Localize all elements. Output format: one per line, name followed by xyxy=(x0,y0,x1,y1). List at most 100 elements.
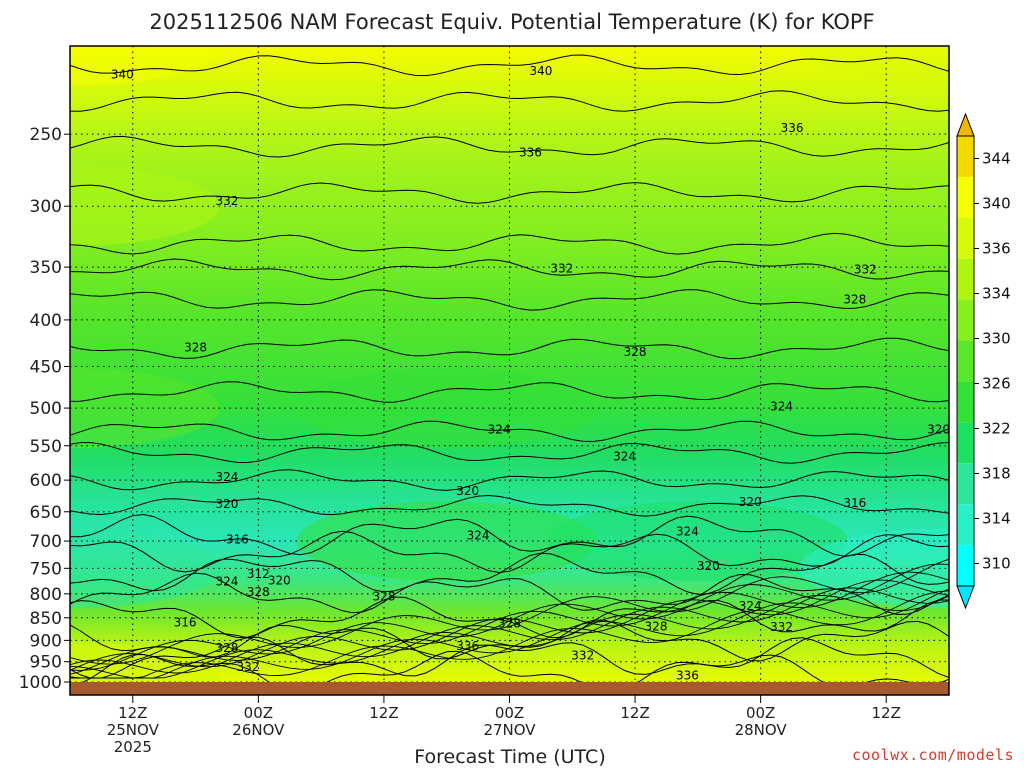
x-tick-label: 00Z xyxy=(244,704,273,722)
x-tick-label: 12Z xyxy=(369,704,398,722)
colorbar-swatch xyxy=(957,136,974,177)
y-tick-label: 750 xyxy=(30,559,62,579)
colorbar-swatch xyxy=(957,258,974,300)
contour-label: 324 xyxy=(216,574,239,588)
x-tick-label: 12Z xyxy=(620,704,649,722)
y-tick-label: 900 xyxy=(30,631,62,651)
colorbar-swatch xyxy=(957,381,974,423)
contour-label: 324 xyxy=(613,449,636,463)
y-tick-label: 600 xyxy=(30,471,62,491)
contour-label: 316 xyxy=(843,496,866,510)
x-tick-label: 28NOV xyxy=(735,721,788,739)
contour-label: 324 xyxy=(467,528,490,542)
field-blob xyxy=(296,501,597,582)
contour-line xyxy=(70,594,949,679)
chart-title: 2025112506 NAM Forecast Equiv. Potential… xyxy=(149,10,874,34)
contour-line xyxy=(82,650,949,682)
contour-line xyxy=(70,258,949,281)
y-tick-label: 550 xyxy=(30,437,62,457)
contour-label: 332 xyxy=(770,620,793,634)
contour-label: 320 xyxy=(456,484,479,498)
colorbar-label: 344 xyxy=(982,150,1011,168)
y-tick-label: 250 xyxy=(30,125,62,145)
contour-line xyxy=(70,90,949,112)
y-tick-label: 500 xyxy=(30,399,62,419)
contour-line xyxy=(70,494,949,517)
contour-line xyxy=(70,135,949,158)
x-axis-label: Forecast Time (UTC) xyxy=(414,746,605,768)
colorbar-frame xyxy=(956,135,975,587)
contour-label: 328 xyxy=(247,585,270,599)
colorbar-swatch xyxy=(957,545,974,586)
contour-line xyxy=(70,513,949,557)
contour-label: 340 xyxy=(111,68,134,82)
y-tick-label: 950 xyxy=(30,653,62,673)
contour-label: 328 xyxy=(216,641,239,655)
y-tick-label: 800 xyxy=(30,585,62,605)
colorbar-label: 334 xyxy=(982,285,1011,303)
colorbar-top-arrow xyxy=(956,112,975,137)
y-tick-label: 1000 xyxy=(19,673,62,693)
contour-line xyxy=(70,590,949,679)
contour-line xyxy=(70,558,949,665)
contour-label: 320 xyxy=(739,495,762,509)
contour-label: 324 xyxy=(488,423,511,437)
colorbar-swatch xyxy=(957,504,974,546)
contour-lines xyxy=(70,54,949,682)
contour-label: 316 xyxy=(226,532,249,546)
colorbar-bottom-arrow xyxy=(956,585,975,610)
contour-label: 320 xyxy=(697,559,720,573)
contour-label: 320 xyxy=(268,573,291,587)
field-blobs xyxy=(70,46,949,682)
contour-label: 340 xyxy=(529,64,552,78)
contour-line xyxy=(70,571,949,675)
contour-label: 332 xyxy=(216,194,239,208)
contour-label: 336 xyxy=(456,639,479,653)
contour-label: 324 xyxy=(770,400,793,414)
contour-line xyxy=(70,572,949,615)
colorbar-label: 314 xyxy=(982,510,1011,528)
y-tick-label: 700 xyxy=(30,532,62,552)
x-tick-label: 2025 xyxy=(114,738,152,756)
colorbar-swatch xyxy=(957,340,974,382)
y-tick-label: 450 xyxy=(30,357,62,377)
contour-label: 328 xyxy=(624,345,647,359)
contour-line xyxy=(70,530,949,574)
field-blob xyxy=(70,166,220,247)
contour-line xyxy=(70,596,949,639)
grid-lines xyxy=(70,46,949,682)
contour-label: 328 xyxy=(843,293,866,307)
contour-label: 328 xyxy=(184,341,207,355)
y-tick-label: 850 xyxy=(30,609,62,629)
y-tick-label: 300 xyxy=(30,197,62,217)
contour-line xyxy=(70,54,949,77)
colorbar-label: 322 xyxy=(982,420,1011,438)
contour-label: 328 xyxy=(372,589,395,603)
contour-label: 320 xyxy=(216,497,239,511)
colorbar-swatch xyxy=(957,463,974,505)
contour-line xyxy=(70,232,949,255)
y-tick-label: 650 xyxy=(30,503,62,523)
y-tick-label: 400 xyxy=(30,311,62,331)
x-tick-label: 00Z xyxy=(495,704,524,722)
field-blob xyxy=(70,528,220,609)
contour-label: 324 xyxy=(216,470,239,484)
colorbar-swatch xyxy=(957,217,974,259)
field-blob xyxy=(799,46,949,86)
colorbar-label: 340 xyxy=(982,195,1011,213)
contour-label: 324 xyxy=(676,524,699,538)
colorbar-label: 310 xyxy=(982,555,1011,573)
x-tick-label: 12Z xyxy=(872,704,901,722)
colorbar-label: 336 xyxy=(982,240,1011,258)
contour-label: 316 xyxy=(174,615,197,629)
contour-label: 336 xyxy=(676,669,699,683)
contour-line xyxy=(70,636,949,679)
contour-label: 328 xyxy=(498,616,521,630)
x-tick-label: 27NOV xyxy=(483,721,536,739)
colorbar-label: 330 xyxy=(982,330,1011,348)
contour-line xyxy=(70,289,949,311)
contour-label: 332 xyxy=(236,660,259,674)
contour-label: 332 xyxy=(854,262,877,276)
